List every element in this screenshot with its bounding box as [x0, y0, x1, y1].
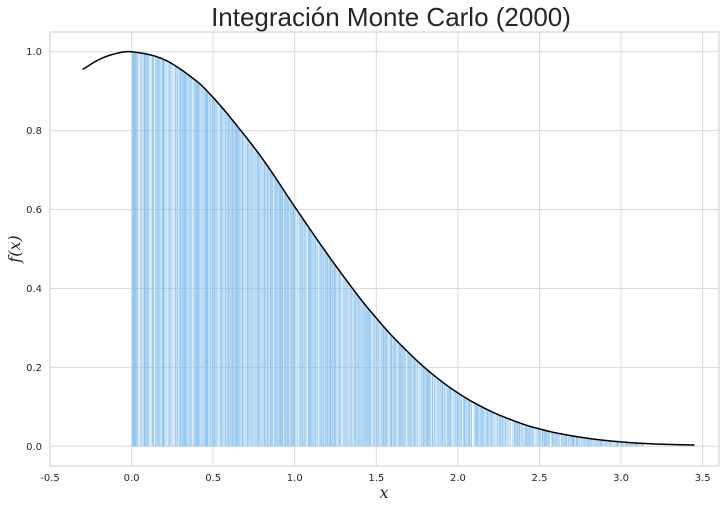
x-tick-label: 2.5 [532, 473, 548, 484]
x-tick-label: 0.5 [205, 473, 221, 484]
y-tick-labels: 0.0 0.2 0.4 0.6 0.8 1.0 [26, 47, 42, 453]
x-tick-label: 3.5 [695, 473, 711, 484]
x-tick-label: 1.0 [287, 473, 303, 484]
x-tick-labels: -0.5 0.0 0.5 1.0 1.5 2.0 2.5 3.0 3.5 [40, 473, 710, 484]
x-tick-label: 0.0 [124, 473, 140, 484]
y-tick-label: 0.4 [26, 284, 42, 295]
x-tick-label: 1.5 [368, 473, 384, 484]
x-tick-label: -0.5 [40, 473, 60, 484]
plot-frame [49, 31, 720, 467]
x-tick-label: 3.0 [613, 473, 629, 484]
function-curve [82, 50, 695, 446]
y-tick-label: 1.0 [26, 47, 42, 58]
chart-title: Integración Monte Carlo (2000) [211, 2, 571, 32]
function-line [82, 50, 695, 446]
x-tick-label: 2.0 [450, 473, 466, 484]
grid-lines [49, 32, 719, 466]
y-tick-label: 0.6 [26, 205, 42, 216]
y-tick-label: 0.0 [26, 442, 42, 453]
monte-carlo-samples [131, 51, 644, 447]
y-axis-label: f(x) [5, 235, 24, 263]
y-tick-label: 0.2 [26, 363, 42, 374]
y-tick-label: 0.8 [26, 126, 42, 137]
x-axis-label: x [379, 483, 388, 502]
